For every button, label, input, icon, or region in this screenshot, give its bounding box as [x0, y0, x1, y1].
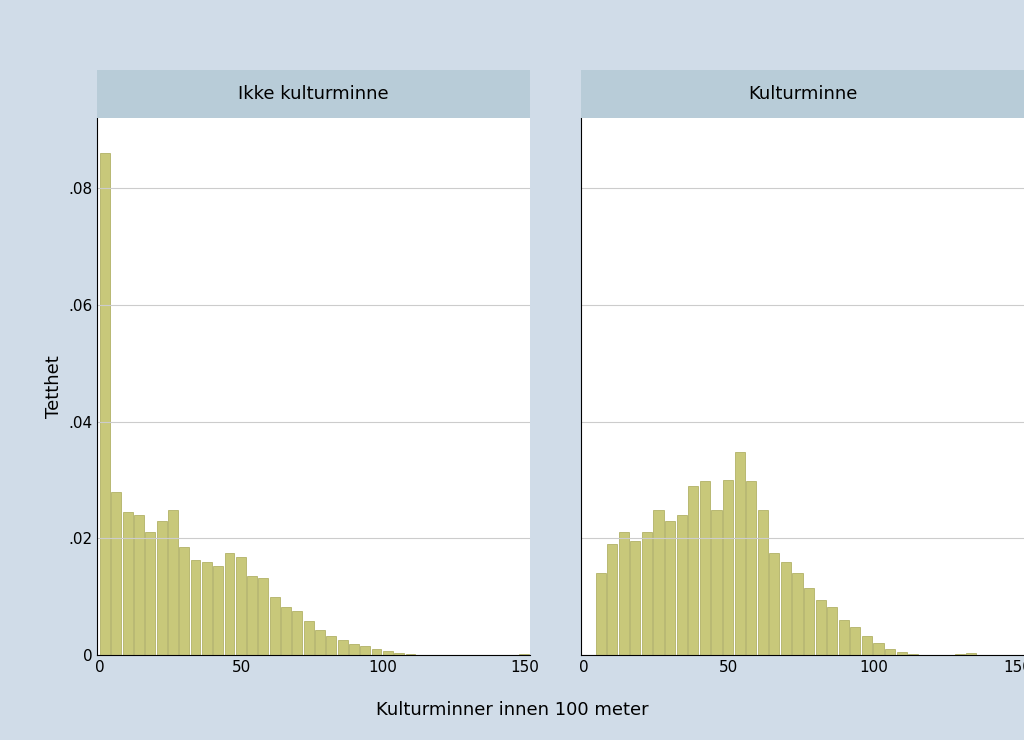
- Bar: [631, 541, 640, 655]
- Bar: [372, 649, 382, 655]
- Bar: [304, 621, 313, 655]
- Bar: [281, 607, 291, 655]
- Bar: [224, 553, 234, 655]
- Bar: [677, 515, 687, 655]
- Bar: [293, 611, 302, 655]
- Bar: [966, 653, 976, 655]
- Bar: [202, 562, 212, 655]
- Bar: [112, 491, 121, 655]
- Bar: [596, 574, 606, 655]
- Bar: [168, 511, 178, 655]
- Bar: [607, 544, 617, 655]
- Bar: [746, 481, 757, 655]
- Bar: [804, 588, 814, 655]
- Bar: [349, 645, 358, 655]
- Bar: [360, 646, 370, 655]
- Bar: [406, 653, 416, 655]
- Bar: [712, 511, 722, 655]
- Bar: [269, 596, 280, 655]
- Bar: [908, 653, 919, 655]
- Bar: [839, 620, 849, 655]
- Bar: [100, 153, 110, 655]
- Bar: [157, 521, 167, 655]
- Bar: [723, 480, 733, 655]
- Bar: [123, 512, 133, 655]
- Bar: [394, 653, 404, 655]
- Bar: [954, 653, 965, 655]
- Y-axis label: Tetthet: Tetthet: [45, 355, 62, 418]
- Bar: [885, 649, 895, 655]
- Bar: [734, 452, 744, 655]
- Text: Ikke kulturminne: Ikke kulturminne: [239, 85, 389, 104]
- Bar: [247, 576, 257, 655]
- Bar: [383, 650, 393, 655]
- Bar: [258, 578, 268, 655]
- Bar: [518, 653, 528, 655]
- Text: Kulturminner innen 100 meter: Kulturminner innen 100 meter: [376, 702, 648, 719]
- Text: Kulturminne: Kulturminne: [748, 85, 857, 104]
- Bar: [179, 547, 189, 655]
- Bar: [134, 515, 144, 655]
- Bar: [862, 636, 872, 655]
- Bar: [850, 627, 860, 655]
- Bar: [688, 485, 698, 655]
- Bar: [190, 560, 201, 655]
- Bar: [758, 511, 768, 655]
- Bar: [338, 640, 347, 655]
- Bar: [618, 533, 629, 655]
- Bar: [769, 553, 779, 655]
- Bar: [827, 607, 838, 655]
- Bar: [793, 574, 803, 655]
- Bar: [236, 557, 246, 655]
- Bar: [873, 643, 884, 655]
- Bar: [897, 652, 907, 655]
- Bar: [642, 533, 652, 655]
- Bar: [213, 566, 223, 655]
- Bar: [815, 599, 825, 655]
- Bar: [327, 636, 336, 655]
- Bar: [315, 630, 325, 655]
- Bar: [653, 511, 664, 655]
- Bar: [145, 533, 156, 655]
- Bar: [665, 521, 675, 655]
- Bar: [699, 481, 710, 655]
- Bar: [781, 562, 791, 655]
